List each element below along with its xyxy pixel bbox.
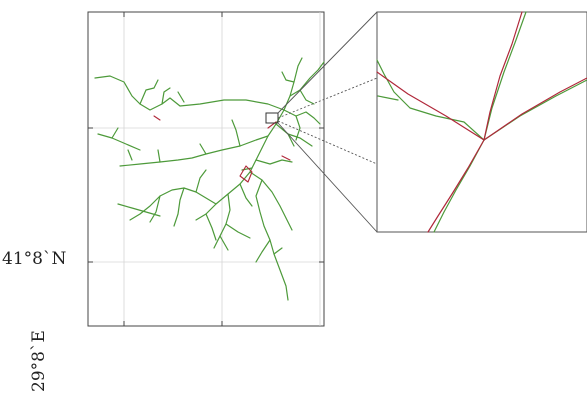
latitude-label: 41°8`N bbox=[2, 249, 67, 269]
inset-map-frame bbox=[376, 11, 587, 233]
longitude-label: 29°8`E bbox=[29, 330, 49, 392]
inset-roads bbox=[376, 11, 587, 233]
leader-lines bbox=[277, 11, 378, 233]
inset-map bbox=[376, 11, 587, 233]
graticule-ticks bbox=[88, 12, 324, 326]
main-map bbox=[87, 11, 325, 327]
main-map-frame bbox=[87, 11, 325, 327]
road-highlights bbox=[153, 115, 291, 183]
